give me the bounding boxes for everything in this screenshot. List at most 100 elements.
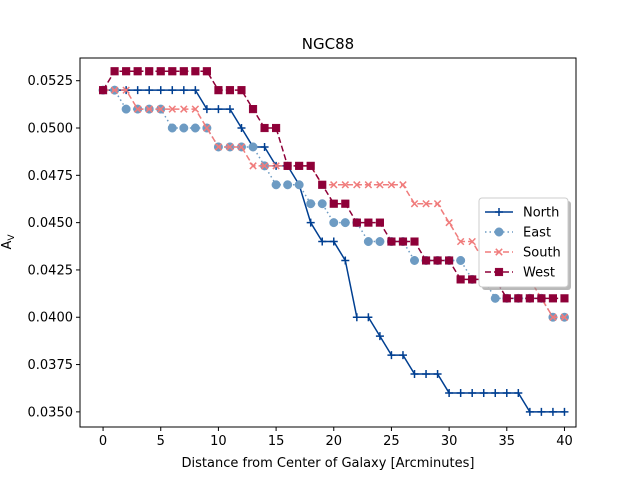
- data-point-south: [133, 105, 142, 113]
- data-point-south: [180, 105, 188, 113]
- data-point-north: [260, 142, 269, 151]
- data-point-east: [340, 218, 350, 228]
- data-point-west: [168, 67, 177, 76]
- data-point-west: [214, 86, 223, 95]
- y-tick-label: 0.0475: [28, 169, 74, 184]
- data-point-north: [168, 86, 177, 95]
- x-tick-label: 5: [157, 434, 165, 449]
- x-tick-label: 15: [268, 434, 285, 449]
- data-point-south: [168, 105, 177, 113]
- data-point-west: [456, 275, 465, 284]
- data-point-south: [560, 313, 569, 321]
- data-point-west: [433, 256, 442, 265]
- data-point-east: [248, 142, 258, 152]
- y-axis-label-main: A: [0, 241, 15, 250]
- legend-label-south: South: [523, 246, 561, 261]
- data-point-north: [491, 388, 500, 397]
- y-axis-label: AV: [0, 234, 17, 250]
- data-point-south: [341, 181, 350, 189]
- data-point-south: [422, 199, 430, 208]
- data-point-north: [387, 351, 396, 360]
- data-point-north: [433, 370, 442, 379]
- data-point-west: [548, 294, 558, 303]
- data-point-west: [410, 237, 419, 246]
- data-point-south: [249, 162, 257, 170]
- data-point-north: [352, 313, 361, 322]
- y-tick-label: 0.0425: [28, 263, 74, 278]
- data-point-west: [341, 199, 350, 208]
- x-tick-label: 30: [441, 434, 458, 449]
- data-point-east: [294, 180, 304, 190]
- data-point-east: [306, 199, 316, 209]
- data-point-south: [145, 105, 153, 113]
- data-point-south: [214, 143, 223, 151]
- data-point-north: [502, 388, 511, 397]
- data-point-north: [156, 86, 165, 95]
- legend-marker-west: [494, 267, 504, 277]
- data-point-west: [468, 275, 477, 284]
- y-tick-label: 0.0500: [28, 122, 74, 137]
- data-point-south: [549, 313, 557, 321]
- data-point-west: [537, 294, 546, 303]
- data-point-south: [226, 143, 234, 151]
- data-point-west: [145, 67, 154, 76]
- data-point-north: [237, 124, 246, 133]
- data-point-north: [329, 237, 338, 246]
- data-point-north: [179, 86, 188, 95]
- data-point-north: [133, 86, 142, 95]
- data-point-north: [479, 388, 488, 397]
- y-tick-label: 0.0450: [28, 216, 74, 231]
- data-point-north: [318, 237, 327, 246]
- data-point-west: [329, 199, 338, 208]
- data-point-west: [387, 237, 396, 246]
- data-point-south: [122, 86, 130, 94]
- legend-marker-north: [495, 208, 503, 216]
- y-tick-label: 0.0525: [28, 74, 74, 89]
- data-point-north: [560, 407, 569, 416]
- legend-marker-east: [494, 227, 504, 237]
- data-point-south: [468, 237, 476, 246]
- x-tick-label: 40: [556, 434, 573, 449]
- data-point-south: [157, 105, 165, 113]
- x-axis-label: Distance from Center of Galaxy [Arcminut…: [182, 456, 475, 471]
- data-point-south: [376, 181, 384, 189]
- legend-marker-south: [495, 248, 503, 256]
- legend: North East South West: [478, 197, 571, 290]
- data-point-west: [202, 67, 211, 76]
- x-tick-label: 35: [499, 434, 516, 449]
- data-point-north: [514, 388, 523, 397]
- data-point-west: [525, 294, 534, 303]
- y-axis-label-subscript: V: [7, 234, 17, 241]
- data-point-west: [179, 67, 188, 76]
- data-point-south: [191, 105, 200, 113]
- data-point-west: [225, 86, 235, 95]
- data-point-south: [110, 86, 119, 94]
- data-point-south: [387, 181, 396, 189]
- data-point-west: [318, 180, 327, 189]
- data-point-north: [548, 407, 557, 416]
- data-point-north: [145, 86, 154, 95]
- data-point-west: [191, 67, 200, 76]
- data-point-east: [329, 218, 339, 228]
- data-point-south: [433, 199, 442, 208]
- data-point-south: [445, 218, 453, 227]
- data-point-east: [490, 293, 500, 303]
- data-point-west: [272, 123, 281, 133]
- x-tick-label: 0: [99, 434, 107, 449]
- legend-box: [478, 197, 569, 288]
- data-point-south: [364, 181, 373, 189]
- data-point-north: [410, 370, 419, 379]
- data-point-east: [456, 255, 466, 265]
- data-point-west: [122, 67, 131, 76]
- data-point-east: [271, 180, 281, 190]
- data-point-north: [445, 388, 454, 397]
- data-point-east: [167, 123, 177, 133]
- x-tick-label: 10: [210, 434, 227, 449]
- y-tick-label: 0.0375: [28, 358, 74, 373]
- data-point-north: [398, 351, 407, 360]
- data-point-west: [237, 86, 246, 95]
- data-point-south: [456, 237, 465, 246]
- data-point-west: [295, 161, 304, 170]
- data-point-west: [514, 294, 523, 303]
